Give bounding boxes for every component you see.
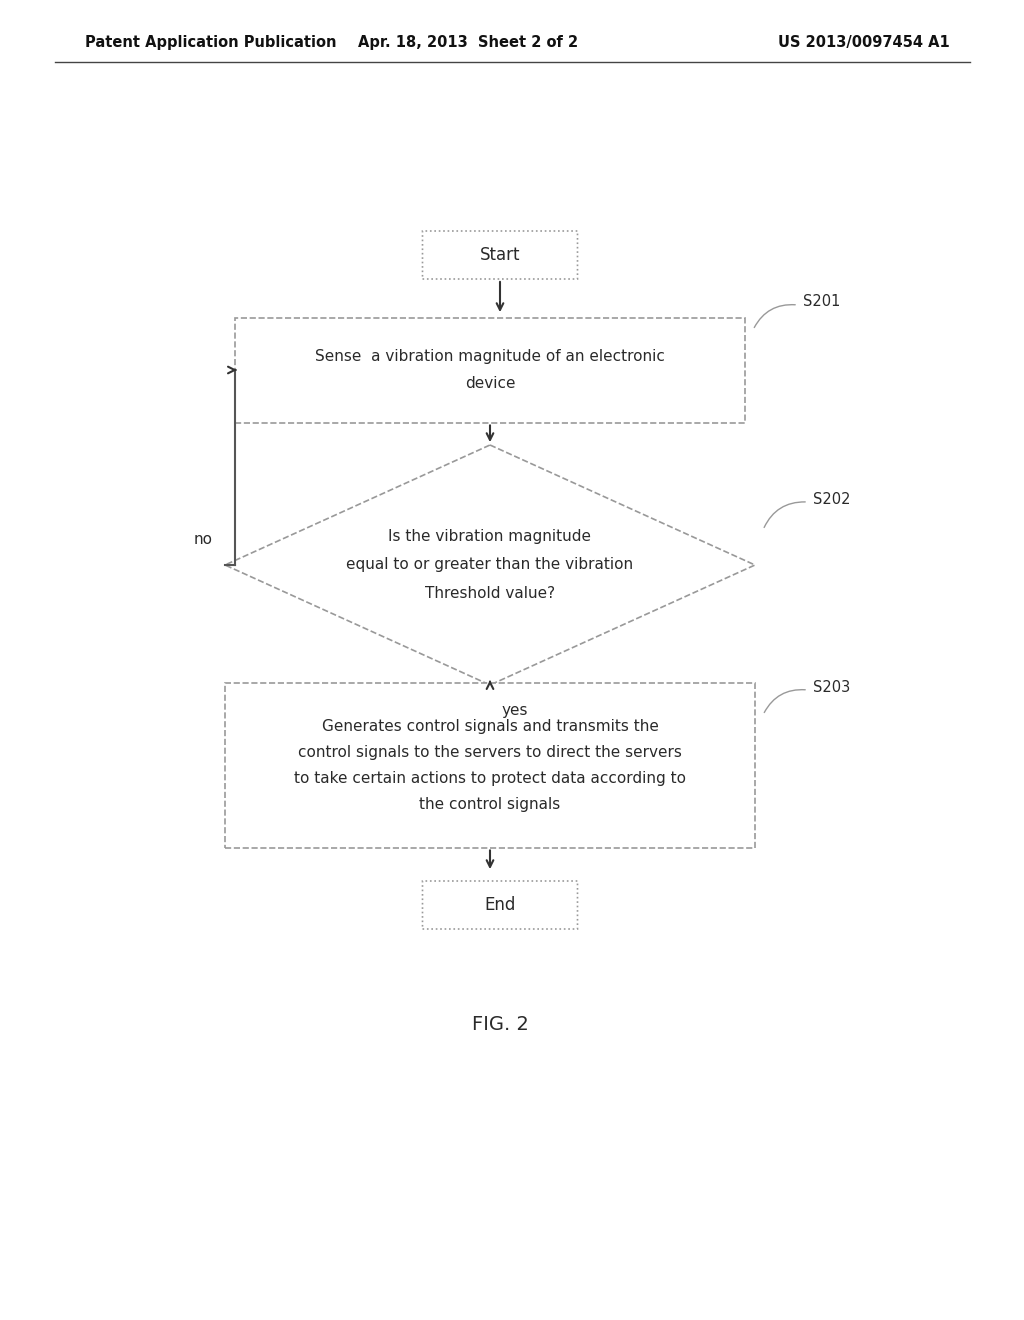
Text: End: End — [484, 896, 516, 913]
Text: equal to or greater than the vibration: equal to or greater than the vibration — [346, 557, 634, 573]
Text: S203: S203 — [813, 680, 850, 694]
Text: yes: yes — [502, 704, 528, 718]
Text: Patent Application Publication: Patent Application Publication — [85, 34, 337, 49]
Text: US 2013/0097454 A1: US 2013/0097454 A1 — [778, 34, 950, 49]
Text: no: no — [194, 532, 213, 546]
Text: S201: S201 — [803, 294, 841, 309]
Bar — [234, 318, 745, 422]
Text: Generates control signals and transmits the: Generates control signals and transmits … — [322, 718, 658, 734]
Text: FIG. 2: FIG. 2 — [472, 1015, 528, 1035]
Bar — [225, 682, 755, 847]
Polygon shape — [225, 445, 755, 685]
FancyBboxPatch shape — [423, 880, 578, 929]
Text: Is the vibration magnitude: Is the vibration magnitude — [388, 529, 592, 544]
Text: Apr. 18, 2013  Sheet 2 of 2: Apr. 18, 2013 Sheet 2 of 2 — [358, 34, 579, 49]
Text: Start: Start — [480, 246, 520, 264]
FancyBboxPatch shape — [423, 231, 578, 279]
Text: Threshold value?: Threshold value? — [425, 586, 555, 601]
Text: the control signals: the control signals — [420, 796, 560, 812]
Text: control signals to the servers to direct the servers: control signals to the servers to direct… — [298, 744, 682, 759]
Text: to take certain actions to protect data according to: to take certain actions to protect data … — [294, 771, 686, 785]
Text: S202: S202 — [813, 492, 851, 507]
Text: Sense  a vibration magnitude of an electronic: Sense a vibration magnitude of an electr… — [315, 348, 665, 363]
Text: device: device — [465, 376, 515, 392]
